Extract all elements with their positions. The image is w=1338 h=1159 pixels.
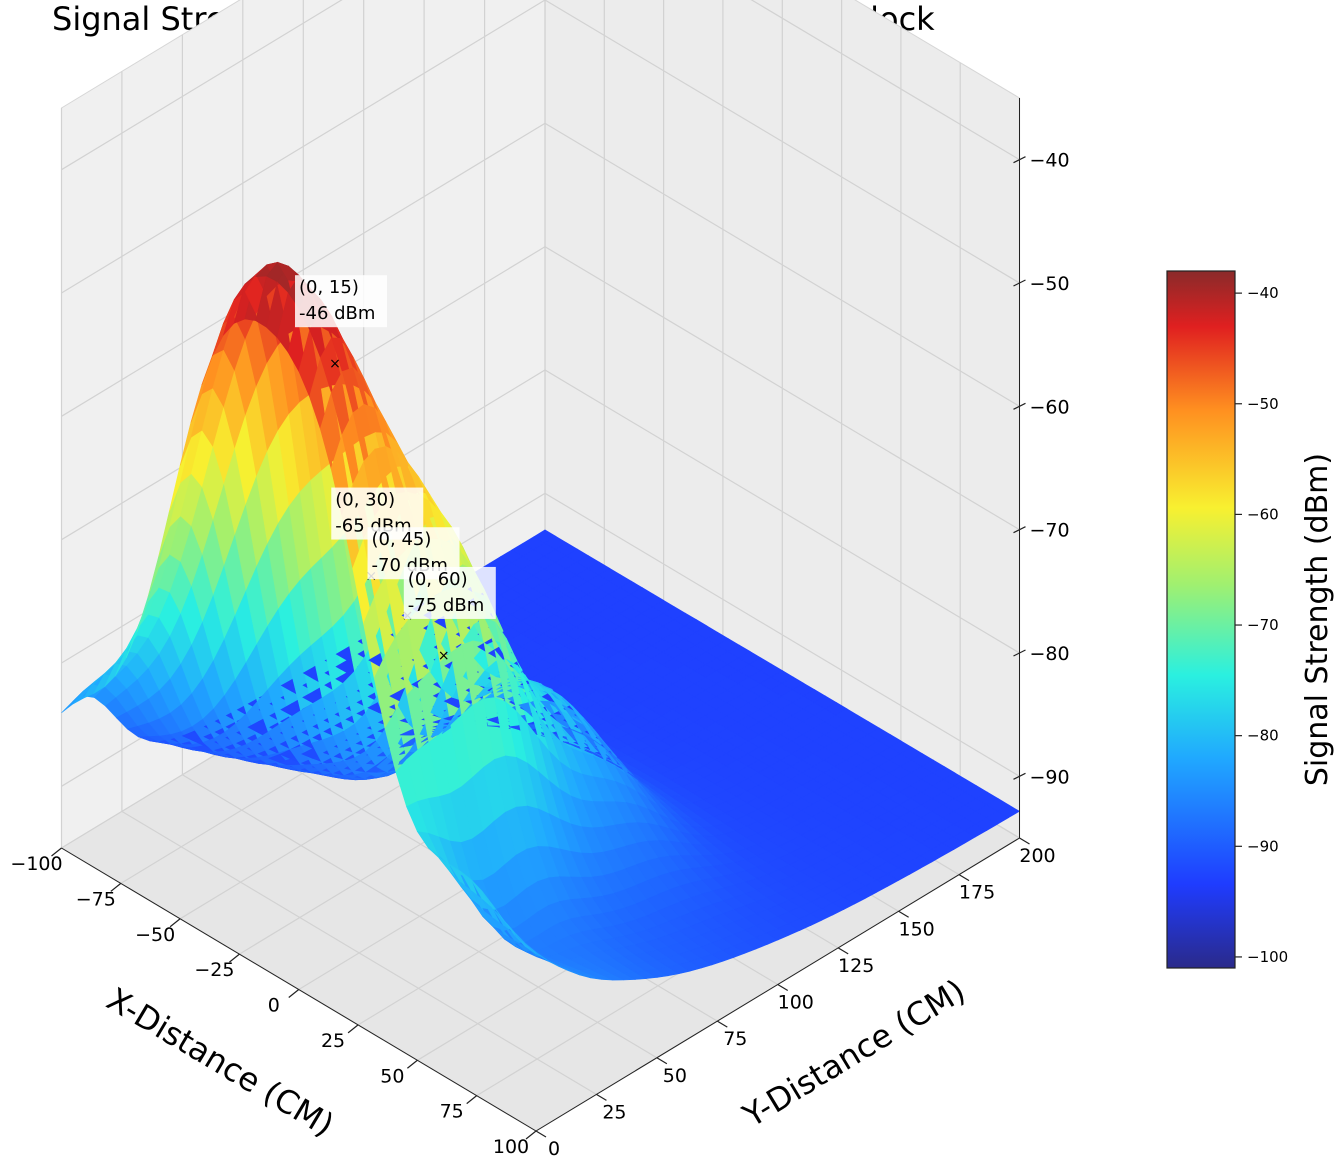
annotation-marker: × [438, 648, 450, 664]
y-gridline [181, 34, 658, 1059]
surface-mesh [61, 261, 1021, 981]
colorbar-tick-label: −100 [1247, 948, 1288, 966]
z-gridline [61, 122, 1020, 417]
x-tick-label: −100 [10, 853, 62, 875]
x-tick [466, 1095, 478, 1105]
z-tick-label: −50 [1030, 273, 1070, 295]
annotation-coord: (0, 30) [335, 490, 395, 511]
annotations: (0, 15)-46 dBm×(0, 30)-65 dBm×(0, 45)-70… [295, 275, 496, 664]
colorbar-tick-label: −60 [1247, 505, 1279, 523]
x-tick [110, 882, 122, 892]
z-tick [1013, 402, 1026, 410]
x-tick-label: 0 [268, 995, 280, 1017]
z-tick-label: −80 [1030, 643, 1070, 665]
x-tick-label: 100 [493, 1136, 529, 1158]
z-tick [1013, 156, 1026, 164]
annotation-value: -75 dBm [408, 595, 484, 616]
z-tick [1013, 772, 1026, 780]
z-tick-label: −60 [1030, 396, 1070, 418]
colorbar-tick-label: −40 [1247, 284, 1279, 302]
x-tick [229, 953, 240, 963]
x-tick-label: 25 [321, 1030, 345, 1052]
x-tick [347, 1024, 359, 1034]
x-tick [407, 1059, 418, 1069]
x-tick [51, 847, 62, 857]
y-tick-label: 50 [663, 1065, 687, 1087]
y-tick [958, 874, 970, 882]
y-tick [717, 1020, 728, 1028]
y-axis-label: Y-Distance (CM) [735, 971, 971, 1135]
annotation: (0, 15) -46 dBm × [295, 275, 388, 372]
annotation-marker: × [329, 356, 341, 372]
z-tick-label: −90 [1030, 766, 1070, 788]
y-tick-label: 0 [548, 1138, 560, 1159]
x-axis-label: X-Distance (CM) [100, 980, 340, 1144]
colorbar-tick-label: −50 [1247, 395, 1279, 413]
colorbar-tick-label: −90 [1247, 837, 1279, 855]
z-tick [1013, 649, 1026, 657]
y-gridline [121, 71, 597, 1095]
y-tick [535, 1130, 547, 1138]
colorbar-gradient [1166, 270, 1236, 969]
colorbar-tick-label: −70 [1247, 616, 1279, 634]
x-tick-label: 50 [380, 1065, 404, 1087]
x-tick-label: −50 [135, 924, 175, 946]
z-tick [1013, 526, 1026, 534]
z-axis: −90 −80 −70 −60 −50 −40 [1013, 98, 1070, 838]
y-tick-label: 200 [1019, 845, 1055, 867]
z-tick-label: −70 [1030, 520, 1070, 542]
y-tick [777, 983, 789, 992]
x-tick-label: 75 [440, 1101, 464, 1123]
y-tick [898, 910, 909, 918]
z-tick-label: −40 [1030, 150, 1070, 172]
colorbar-tick-label: −80 [1247, 727, 1279, 745]
annotation-value: -46 dBm [299, 303, 375, 324]
y-tick [656, 1057, 668, 1065]
x-tick [525, 1130, 537, 1140]
annotation-box [295, 275, 388, 328]
x-tick [288, 989, 300, 998]
x-tick-label: −75 [76, 888, 116, 910]
annotation-box [403, 566, 496, 619]
x-tick [169, 918, 181, 928]
annotation-coord: (0, 60) [408, 569, 468, 590]
z-tick [1013, 279, 1026, 287]
y-tick-label: 100 [778, 992, 814, 1014]
z-gridline [61, 0, 1020, 171]
annotation-coord: (0, 15) [299, 277, 359, 298]
y-tick-label: 150 [898, 918, 934, 940]
y-tick-label: 25 [602, 1101, 626, 1123]
y-tick-label: 125 [838, 955, 874, 977]
colorbar: −100 −90 −80 −70 −60 −50 −40 Signal Strength (d… [1166, 270, 1335, 969]
z-gridline [61, 0, 1020, 294]
annotation: (0, 60) -75 dBm × [403, 566, 496, 664]
y-tick [596, 1093, 607, 1101]
y-tick-label: 75 [723, 1028, 747, 1050]
y-tick-label: 175 [959, 882, 995, 904]
y-tick [837, 947, 849, 955]
colorbar-label: Signal Strength (dBm) [1300, 453, 1335, 786]
y-tick [1019, 837, 1030, 845]
x-tick-label: −25 [194, 959, 234, 981]
annotation-coord: (0, 45) [372, 529, 432, 550]
